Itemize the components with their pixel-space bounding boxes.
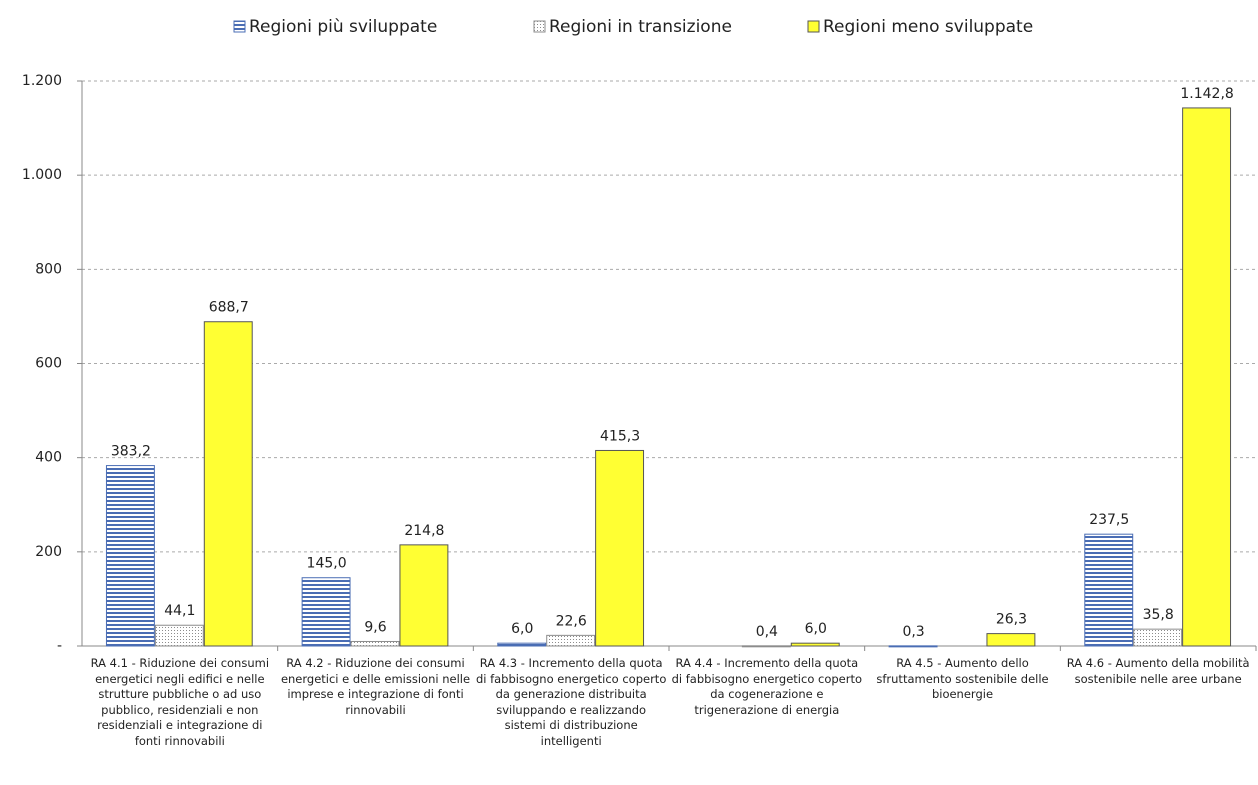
x-tick-label: RA 4.3 - Incremento della quota di fabbi… [475, 656, 667, 748]
data-label: 688,7 [209, 300, 249, 316]
data-label: 1.142,8 [1180, 86, 1233, 102]
data-label: 415,3 [600, 428, 640, 444]
bar [203, 321, 253, 647]
y-tick-label: 200 [35, 544, 62, 560]
legend-label: Regioni in transizione [549, 17, 732, 37]
data-label: 35,8 [1143, 607, 1174, 623]
x-tick-label: RA 4.5 - Aumento dello sfruttamento sost… [876, 656, 1049, 701]
legend-label: Regioni meno sviluppate [823, 17, 1033, 37]
legend-swatch [533, 20, 546, 33]
data-label: 237,5 [1089, 512, 1129, 528]
bar [497, 642, 547, 647]
data-label: 6,0 [805, 621, 827, 637]
bar [595, 449, 645, 647]
data-label: 145,0 [307, 556, 347, 572]
y-tick-label: 600 [35, 356, 62, 372]
data-label: 383,2 [111, 444, 151, 460]
data-label: 44,1 [164, 603, 195, 619]
bar [399, 544, 449, 647]
y-tick-label: 1.200 [22, 73, 62, 89]
y-tick-label: 800 [35, 261, 62, 277]
bar [741, 645, 791, 648]
x-tick-label: RA 4.2 - Riduzione dei consumi energetic… [280, 656, 471, 717]
x-tick-label: RA 4.1 - Riduzione dei consumi energetic… [90, 656, 270, 748]
bar [105, 465, 155, 647]
bar [350, 640, 400, 647]
y-tick-label: - [57, 638, 62, 654]
bar [790, 642, 840, 647]
bar [888, 645, 938, 648]
data-label: 9,6 [364, 619, 386, 635]
data-label: 0,4 [756, 624, 778, 640]
bar [1084, 533, 1134, 647]
bar [154, 624, 204, 647]
legend-label: Regioni più sviluppate [249, 17, 437, 37]
bar [301, 577, 351, 647]
bar [546, 634, 596, 647]
legend-swatch [807, 20, 820, 33]
y-tick-label: 1.000 [22, 167, 62, 183]
bar [1182, 107, 1232, 647]
legend-swatch [233, 20, 246, 33]
x-tick-label: RA 4.4 - Incremento della quota di fabbi… [671, 656, 863, 717]
y-tick-label: 400 [35, 450, 62, 466]
data-label: 214,8 [404, 523, 444, 539]
x-tick-label: RA 4.6 - Aumento della mobilità sostenib… [1066, 656, 1250, 686]
bar [1133, 628, 1183, 647]
data-label: 26,3 [996, 612, 1027, 628]
data-label: 22,6 [556, 613, 587, 629]
data-label: 0,3 [902, 624, 924, 640]
bar [986, 633, 1036, 647]
data-label: 6,0 [511, 621, 533, 637]
